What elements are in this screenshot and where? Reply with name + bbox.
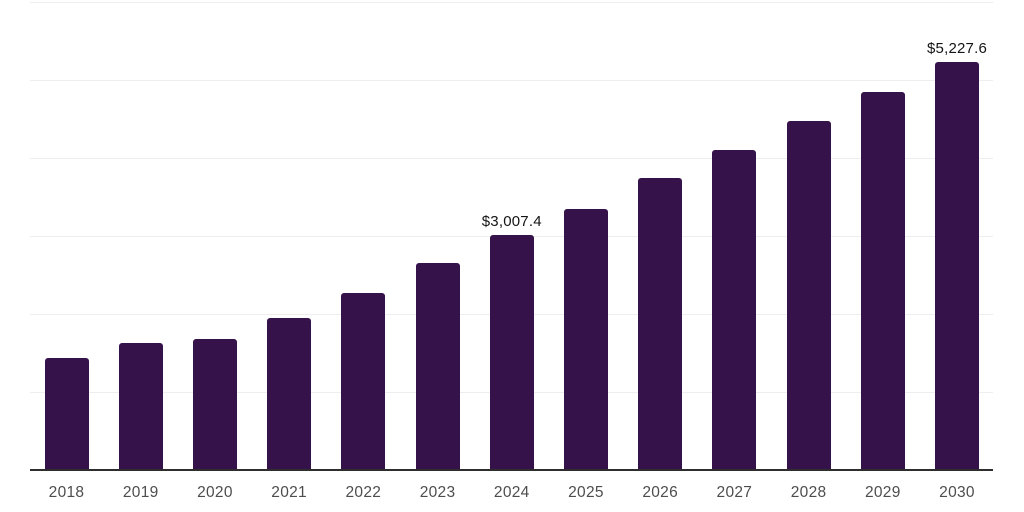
x-tick-label-2023: 2023	[419, 484, 456, 501]
x-tick-label-2024: 2024	[493, 484, 530, 501]
bar-2028	[786, 120, 831, 470]
x-tick-label-2030: 2030	[939, 484, 975, 501]
x-tick-label-2029: 2029	[864, 484, 901, 501]
bar-2026	[638, 177, 683, 470]
x-tick-label-2021: 2021	[271, 484, 307, 501]
x-tick-label-2020: 2020	[197, 484, 233, 501]
bar-2019	[118, 343, 163, 470]
bar-2024	[489, 235, 534, 470]
x-axis-line	[30, 469, 993, 471]
bar-2021	[267, 318, 312, 470]
gridline-4000	[30, 158, 993, 159]
x-tick-label-2019: 2019	[122, 484, 159, 501]
bar-2018	[44, 357, 89, 470]
x-tick-label-2027: 2027	[716, 484, 753, 501]
x-axis-labels: 2018 2019 2020 2021 2022 2023 2024 2025 2026 2027…	[30, 484, 993, 506]
gridline-6000	[30, 2, 993, 3]
bar-2020	[192, 339, 237, 470]
bar-2030	[935, 62, 980, 470]
bar-2027	[712, 149, 757, 470]
bar-2023	[415, 262, 460, 470]
x-tick-label-2028: 2028	[790, 484, 827, 501]
x-tick-label-2018: 2018	[48, 484, 85, 501]
plot-area: $3,007.4 $5,227.6	[30, 2, 993, 470]
bar-2029	[860, 92, 905, 470]
x-tick-label-2026: 2026	[642, 484, 679, 501]
x-tick-label-2025: 2025	[568, 484, 604, 501]
x-tick-label-2022: 2022	[345, 484, 382, 501]
bar-2025	[563, 208, 608, 470]
gridline-5000	[30, 80, 993, 81]
value-label-2030: $5,227.6	[927, 40, 988, 58]
value-label-2024: $3,007.4	[481, 213, 542, 231]
bar-2022	[341, 292, 386, 470]
